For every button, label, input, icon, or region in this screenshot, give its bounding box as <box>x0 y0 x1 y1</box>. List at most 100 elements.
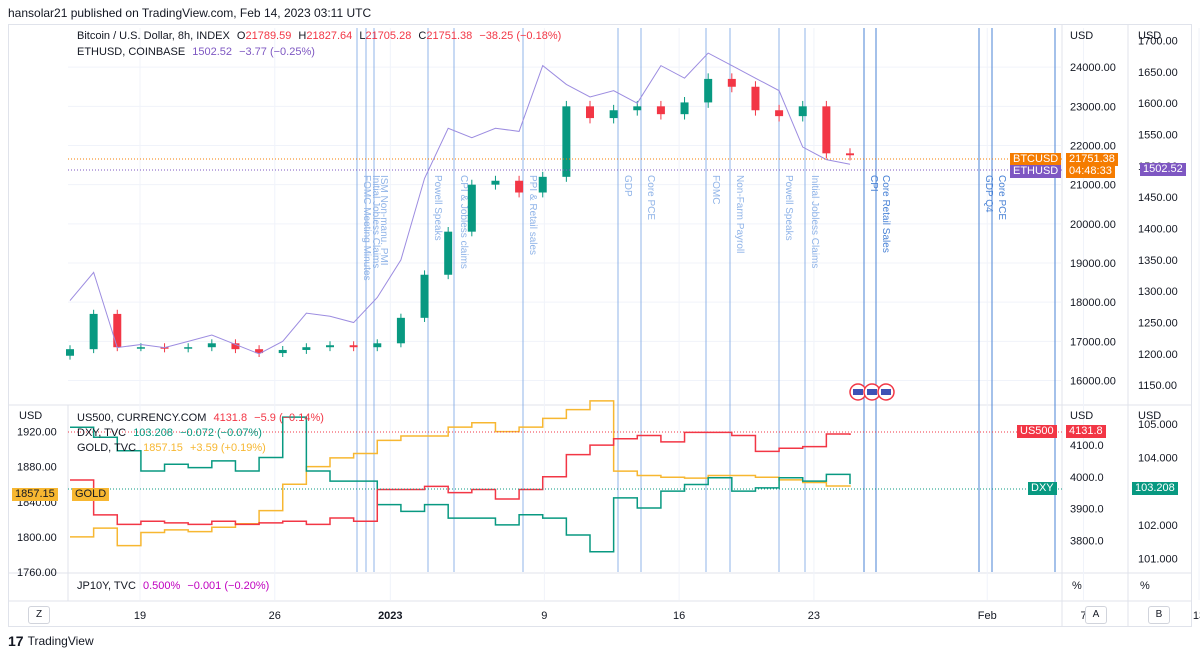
x-tick-label: 26 <box>269 610 281 622</box>
event-label: Initial Jobless Claims <box>370 175 381 268</box>
btc-candle <box>609 110 618 119</box>
top-axis-unit: USD <box>1070 30 1094 42</box>
event-label: Non-Farm Payroll <box>734 175 745 253</box>
btc-legend: Bitcoin / U.S. Dollar, 8h, INDEX O21789.… <box>77 30 565 42</box>
btc-candle <box>89 313 98 350</box>
event-label: CPI & Jobless claims <box>458 175 469 269</box>
dxy-tag-label: DXY <box>1028 482 1057 495</box>
dxy-y-tick-label: 102.000 <box>1138 520 1178 532</box>
btc-candle <box>515 180 524 193</box>
btc-candle <box>373 343 382 348</box>
btc-h-label: H <box>298 30 307 42</box>
dxy-tag-price: 103.208 <box>1132 482 1178 495</box>
top-right-axis-unit: USD <box>1138 30 1162 42</box>
btc-candle <box>680 102 689 115</box>
eth-tag-price: 1502.52 <box>1140 163 1186 176</box>
gold-y-tick-label: 1760.00 <box>17 567 57 579</box>
us500-legend: US500, CURRENCY.COM 4131.8 −5.9 (−0.14%) <box>77 412 328 424</box>
jp10y-value: 0.500% <box>142 580 181 592</box>
pct-mid-unit: % <box>1072 580 1082 592</box>
btc-close: 21751.38 <box>426 30 473 42</box>
log-scale-button[interactable]: B <box>1148 606 1170 624</box>
x-tick-label: 2023 <box>378 610 402 622</box>
btc-candle <box>798 106 807 117</box>
btc-candle <box>822 106 831 154</box>
us500-y-tick-label: 4100.0 <box>1070 440 1104 452</box>
event-label: Core Retail Sales <box>880 175 891 253</box>
zoom-button[interactable]: Z <box>28 606 50 624</box>
publisher-line: hansolar21 published on TradingView.com,… <box>8 6 372 20</box>
auto-scale-button[interactable]: A <box>1085 606 1107 624</box>
gold-line <box>70 400 851 547</box>
btc-candle <box>444 231 453 275</box>
x-tick-label: 7 <box>1080 610 1086 622</box>
btc-candle <box>278 349 287 354</box>
us-flag-icon-field <box>853 389 863 395</box>
gold-change: +3.59 (+0.19%) <box>189 442 266 454</box>
us500-name: US500, CURRENCY.COM <box>77 412 207 424</box>
dxy-y-tick-label: 104.000 <box>1138 453 1178 465</box>
btc-y-tick-label: 20000.00 <box>1070 219 1116 231</box>
us500-change: −5.9 (−0.14%) <box>254 412 324 424</box>
btc-y-tick-label: 22000.00 <box>1070 141 1116 153</box>
bottom-mid-axis-unit: USD <box>1070 410 1094 422</box>
us-flag-icon-field <box>867 389 877 395</box>
us-flag-icon-field <box>881 389 891 395</box>
eth-y-tick-label: 1550.00 <box>1138 130 1178 142</box>
event-label: ISM Non-manu. PMI <box>378 175 389 266</box>
jp10y-name: JP10Y, TVC <box>77 580 136 592</box>
x-tick-label: Feb <box>978 610 997 622</box>
btc-candle <box>184 347 193 349</box>
eth-name: ETHUSD, COINBASE <box>77 46 186 58</box>
dxy-name: DXY, TVC <box>77 427 127 439</box>
pct-right-unit: % <box>1140 580 1150 592</box>
btc-high: 21827.64 <box>306 30 353 42</box>
btc-candle <box>326 345 334 348</box>
btc-o-label: O <box>236 30 246 42</box>
dxy-line <box>70 416 851 553</box>
eth-y-tick-label: 1200.00 <box>1138 349 1178 361</box>
tradingview-logo-icon: 17 <box>8 633 24 649</box>
footer-brand[interactable]: 17 TradingView <box>8 633 94 649</box>
btc-candle <box>207 343 216 348</box>
eth-y-tick-label: 1700.00 <box>1138 36 1178 48</box>
eth-y-tick-label: 1300.00 <box>1138 286 1178 298</box>
btc-candle <box>586 106 594 119</box>
gold-legend: GOLD, TVC 1857.15 +3.59 (+0.19%) <box>77 442 270 454</box>
btc-y-tick-label: 16000.00 <box>1070 376 1116 388</box>
btc-name: Bitcoin / U.S. Dollar, 8h, INDEX <box>77 30 230 42</box>
btc-candle <box>633 106 642 111</box>
bottom-left-axis-unit: USD <box>19 410 43 422</box>
us500-y-tick-label: 3900.0 <box>1070 504 1104 516</box>
chart-frame <box>8 24 1192 627</box>
event-label: Core PCE <box>996 175 1007 220</box>
btc-candle <box>562 106 571 177</box>
eth-y-tick-label: 1350.00 <box>1138 255 1178 267</box>
eth-value: 1502.52 <box>192 46 233 58</box>
dxy-change: −0.072 (−0.07%) <box>180 427 262 439</box>
x-tick-label: 19 <box>134 610 146 622</box>
btc-y-tick-label: 24000.00 <box>1070 62 1116 74</box>
event-label: CPI <box>868 175 879 192</box>
event-label: Powell Speaks <box>432 175 443 241</box>
btc-candle <box>396 317 405 344</box>
btc-tag-label: BTCUSD <box>1010 153 1062 166</box>
btc-tag-price: 21751.38 <box>1066 153 1118 166</box>
btc-candle <box>420 274 429 318</box>
dxy-y-tick-label: 105.000 <box>1138 419 1178 431</box>
btc-candle <box>727 78 736 87</box>
eth-y-tick-label: 1450.00 <box>1138 192 1178 204</box>
btc-y-tick-label: 17000.00 <box>1070 336 1116 348</box>
gold-name: GOLD, TVC <box>77 442 137 454</box>
btc-candle <box>66 349 74 356</box>
event-label: Powell Speaks <box>783 175 794 241</box>
event-label: Initial Jobless Claims <box>809 175 820 268</box>
x-tick-label: 9 <box>541 610 547 622</box>
btc-l-label: L <box>359 30 366 42</box>
btc-candle <box>467 184 476 232</box>
x-tick-label: 23 <box>808 610 820 622</box>
btc-candle <box>751 86 760 111</box>
dxy-value: 103.208 <box>133 427 173 439</box>
gold-tag-label: GOLD <box>72 488 110 501</box>
